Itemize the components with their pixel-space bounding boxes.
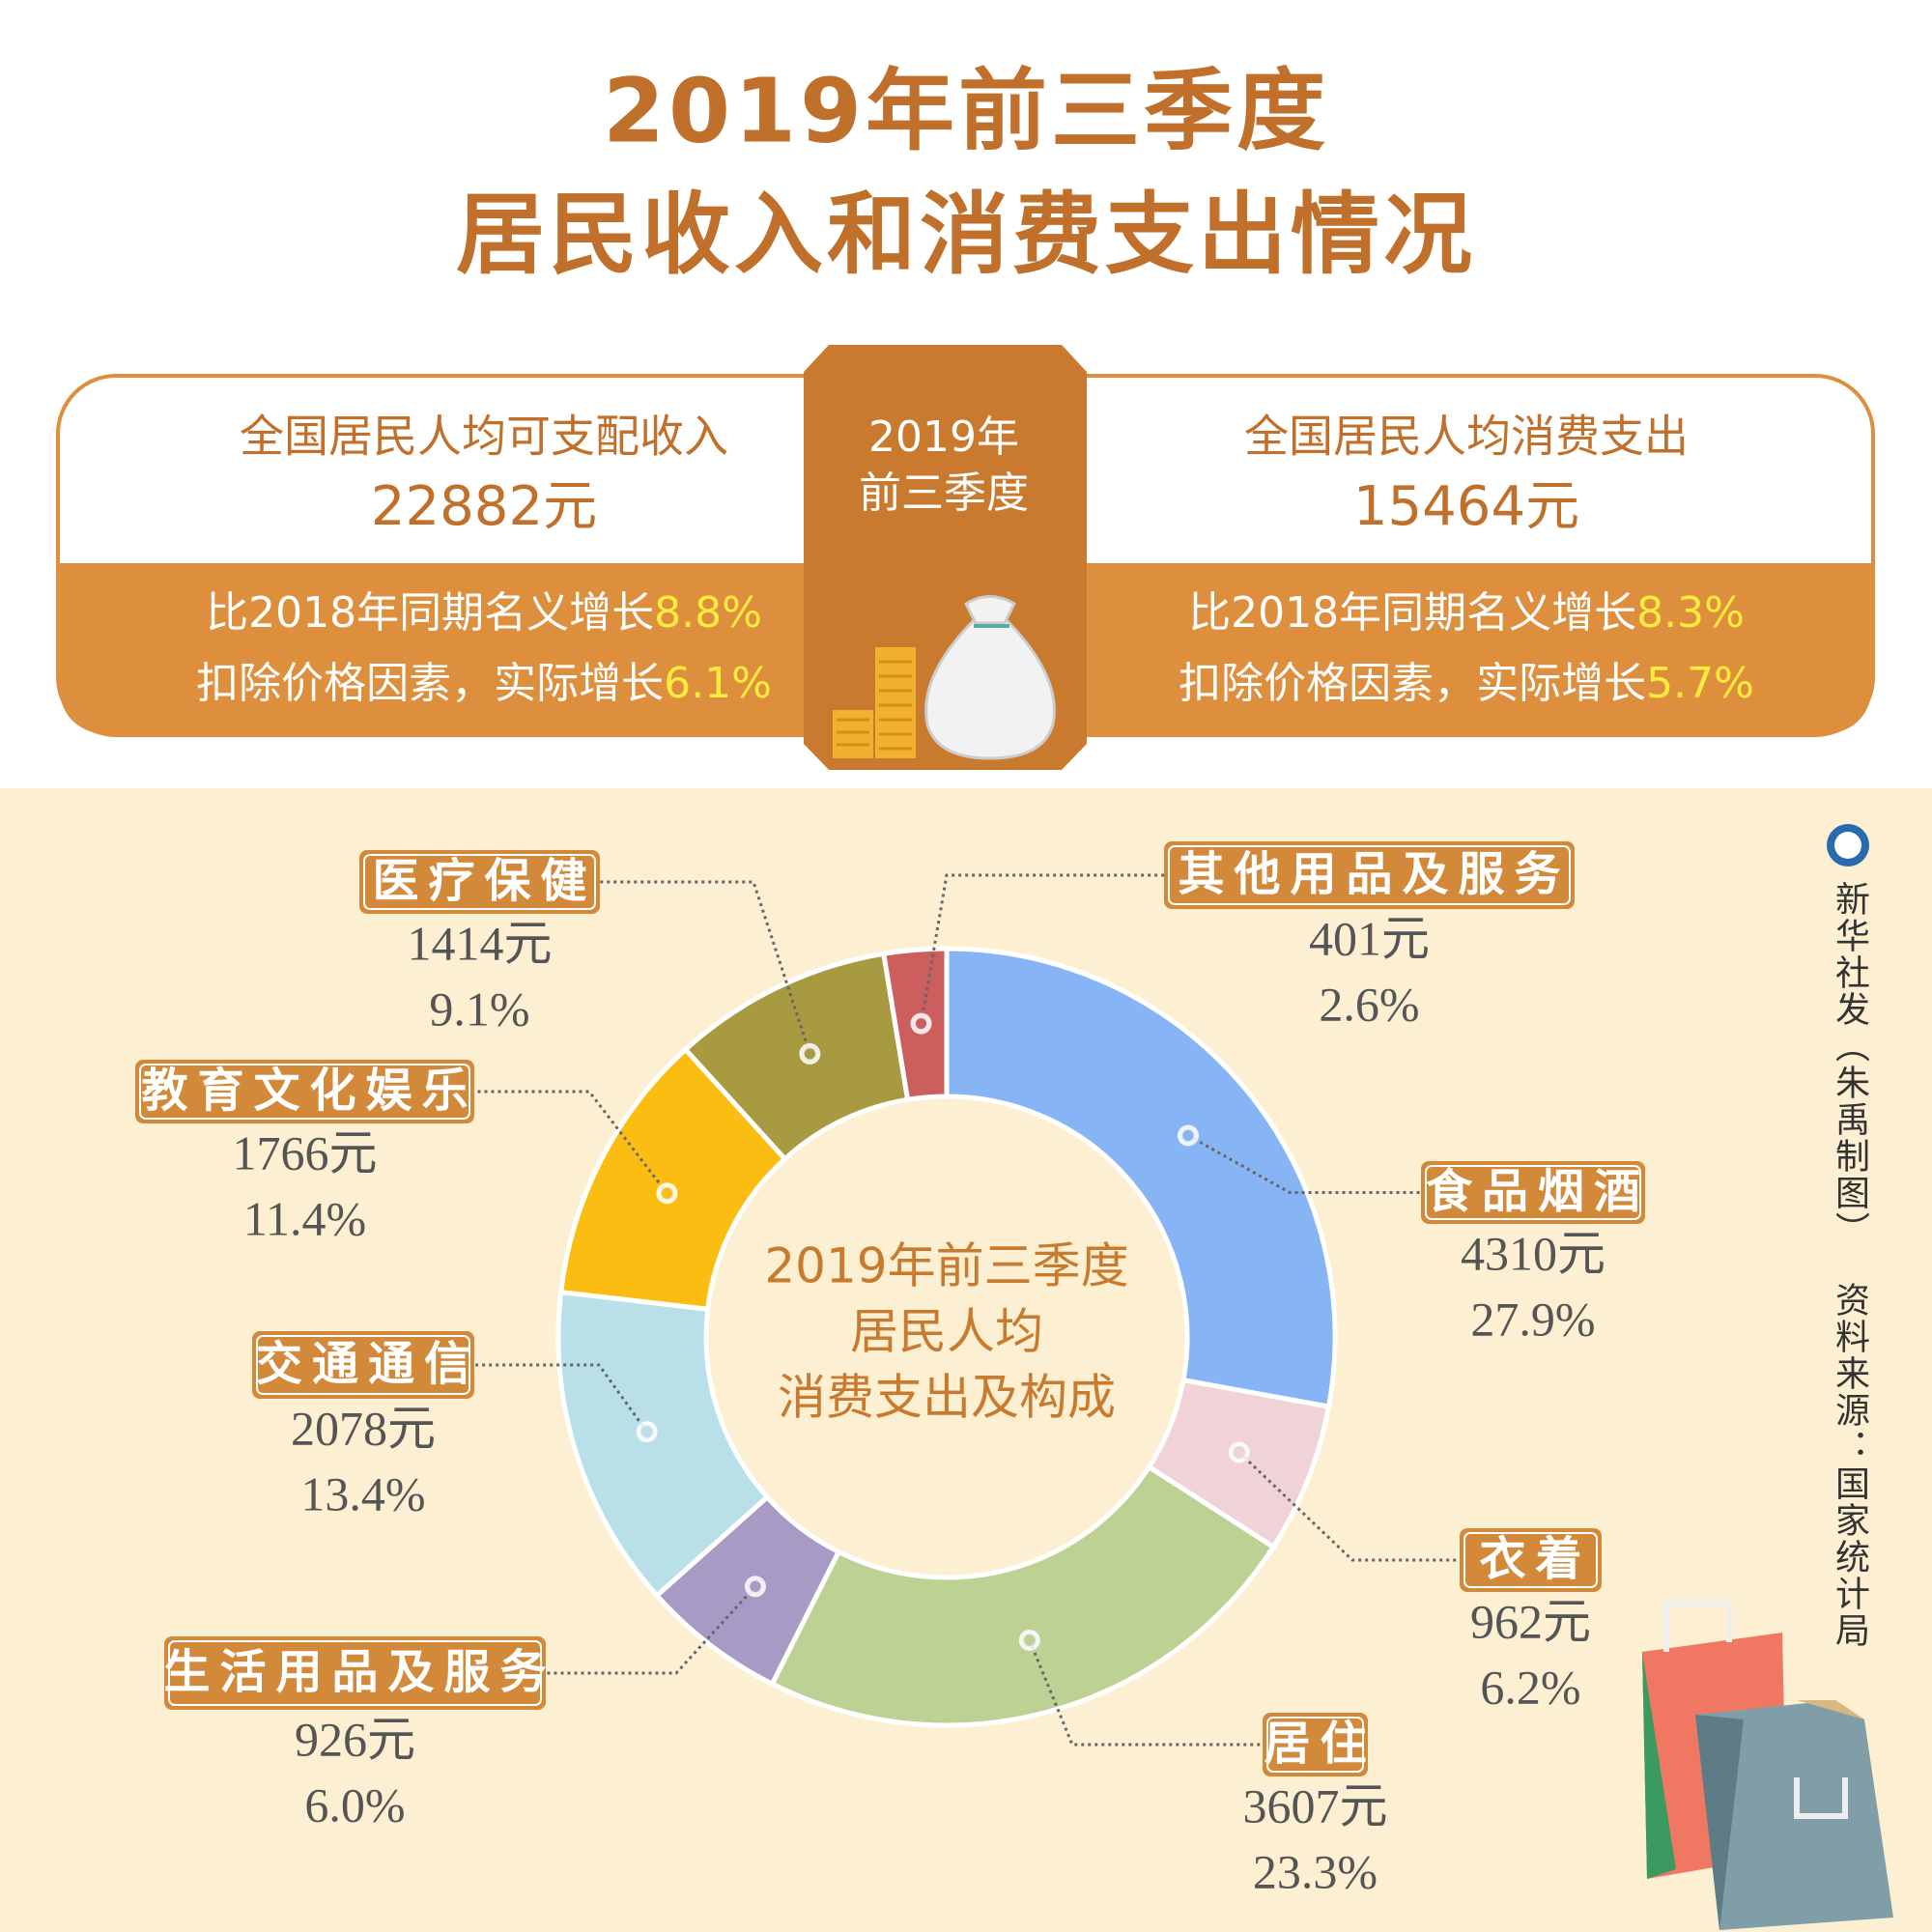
leader-dot	[1023, 1634, 1037, 1647]
income-real: 扣除价格因素，实际增长6.1%	[196, 659, 772, 708]
income-nominal: 比2018年同期名义增长8.8%	[206, 588, 762, 638]
publisher: 新华社发（朱禹制图）	[1830, 881, 1870, 1248]
slice	[769, 1463, 1277, 1728]
category-box	[1263, 1713, 1368, 1776]
share-label: 2.6%	[1319, 977, 1419, 1031]
category-label: 生活用品及服务	[163, 1645, 555, 1699]
leader-line	[1237, 1451, 1460, 1562]
highlight: 5.7%	[1646, 659, 1754, 708]
value-label: 962元	[1470, 1594, 1591, 1648]
center-title: 消费支出及构成	[778, 1370, 1116, 1426]
value-label: 3607元	[1243, 1778, 1388, 1833]
category-box-border	[1266, 1717, 1364, 1773]
share-label: 13.4%	[300, 1466, 425, 1520]
share-label: 9.1%	[429, 981, 529, 1036]
leader-dot	[1233, 1445, 1246, 1459]
category-box	[252, 1331, 474, 1399]
value-label: 401元	[1309, 911, 1430, 965]
category-label: 居住	[1264, 1717, 1376, 1771]
category-box	[164, 1636, 546, 1710]
category-label: 衣着	[1479, 1532, 1591, 1586]
category-label: 食品烟酒	[1426, 1165, 1650, 1219]
category-box	[1164, 841, 1575, 909]
slice	[944, 946, 1338, 1410]
category-box-border	[1168, 845, 1571, 905]
text: 比2018年同期名义增长	[1188, 588, 1636, 638]
text: 扣除价格因素，实际增长	[1179, 659, 1646, 708]
category-label: 交通通信	[256, 1337, 480, 1391]
period: 2019年	[868, 412, 1019, 462]
leader-line	[474, 1090, 668, 1195]
spending-nominal: 比2018年同期名义增长8.3%	[1188, 588, 1745, 638]
value-label: 1414元	[408, 916, 553, 970]
leader-line	[546, 1585, 757, 1675]
text: 扣除价格因素，实际增长	[196, 659, 664, 708]
category-label: 医疗保健	[372, 854, 596, 908]
category-box-border	[168, 1640, 542, 1706]
category-box-border	[1463, 1532, 1598, 1588]
highlight: 8.3%	[1636, 588, 1745, 638]
share-label: 11.4%	[243, 1191, 366, 1245]
category-box-border	[1425, 1165, 1641, 1220]
share-label: 6.0%	[304, 1777, 405, 1832]
money-bag	[924, 595, 1056, 760]
center-title: 居民人均	[850, 1304, 1043, 1360]
leader-dot	[640, 1425, 654, 1438]
category-box-border	[139, 1064, 470, 1120]
share-label: 27.9%	[1470, 1292, 1595, 1346]
spending-real: 扣除价格因素，实际增长5.7%	[1179, 659, 1754, 708]
leader-line	[1187, 1134, 1421, 1194]
text: 比2018年同期名义增长	[206, 588, 654, 638]
source: 资料来源：国家统计局	[1830, 1282, 1869, 1649]
leader-dot	[803, 1047, 816, 1061]
share-label: 23.3%	[1253, 1844, 1378, 1898]
center-title: 2019年前三季度	[764, 1238, 1128, 1294]
leader-line	[474, 1363, 648, 1434]
title-line: 2019年前三季度	[603, 59, 1329, 162]
spending-label: 全国居民人均消费支出	[1244, 411, 1689, 463]
value-label: 1766元	[233, 1125, 378, 1179]
category-label: 教育文化娱乐	[141, 1064, 477, 1118]
category-box-border	[363, 854, 596, 910]
period: 前三季度	[859, 469, 1029, 518]
coins	[833, 647, 916, 758]
leader-dot	[749, 1579, 762, 1593]
income-label: 全国居民人均可支配收入	[240, 411, 728, 463]
highlight: 6.1%	[664, 659, 772, 708]
category-box	[1421, 1161, 1645, 1224]
category-box-border	[256, 1335, 470, 1395]
value-label: 4310元	[1461, 1226, 1605, 1280]
title-line: 居民收入和消费支出情况	[456, 183, 1476, 286]
category-box	[359, 850, 600, 914]
leader-line	[920, 873, 1164, 1024]
category-label: 其他用品及服务	[1178, 847, 1570, 901]
value-label: 2078元	[291, 1401, 436, 1455]
shopping-bags	[1642, 1601, 1893, 1930]
value-label: 926元	[295, 1712, 415, 1766]
income-amount: 22882元	[371, 475, 597, 538]
category-box	[135, 1060, 474, 1123]
leader-dot	[915, 1017, 928, 1031]
leader-dot	[1181, 1129, 1195, 1143]
logo	[1834, 832, 1861, 859]
highlight: 8.8%	[654, 588, 762, 638]
slice	[555, 1289, 771, 1600]
spending-amount: 15464元	[1353, 475, 1579, 538]
category-box	[1460, 1528, 1602, 1592]
share-label: 6.2%	[1480, 1660, 1580, 1714]
leader-dot	[660, 1186, 673, 1200]
